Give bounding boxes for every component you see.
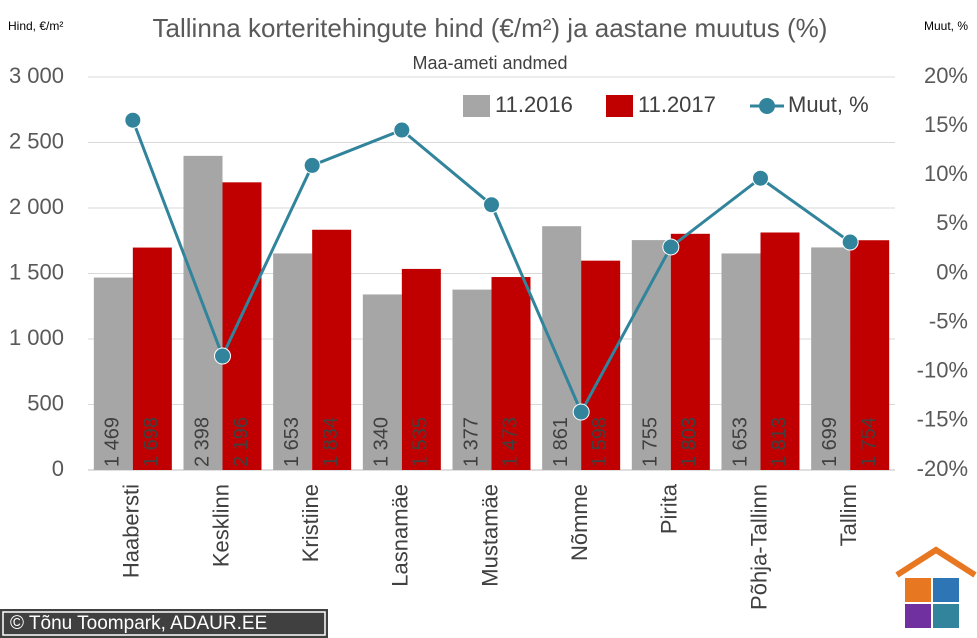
bar <box>581 260 621 470</box>
data-label: 1 698 <box>141 417 163 467</box>
chart-subtitle: Maa-ameti andmed <box>412 53 567 73</box>
data-label: 1 813 <box>768 417 790 467</box>
y-tick-label: 3 000 <box>9 63 64 88</box>
line-marker <box>124 111 142 129</box>
x-tick-label: Pirita <box>657 483 682 534</box>
logo-piece <box>933 604 959 628</box>
data-label: 1 834 <box>320 417 342 467</box>
legend-label: 11.2016 <box>495 92 573 117</box>
y2-tick-label: 0% <box>936 259 968 284</box>
line-marker <box>483 196 500 214</box>
bar <box>850 240 890 470</box>
credit: © Tõnu Toompark, ADAUR.EE <box>0 609 328 638</box>
bar <box>811 247 851 470</box>
credit-border <box>2 611 326 636</box>
y-tick-label: 1 000 <box>9 325 64 350</box>
bar <box>183 155 223 470</box>
bar <box>312 229 352 470</box>
y2-tick-label: 10% <box>924 161 968 186</box>
x-tick-label: Nõmme <box>567 484 592 561</box>
logo-roof <box>895 546 977 578</box>
data-label: 1 598 <box>589 417 611 467</box>
y2-tick-label: 20% <box>924 63 968 88</box>
data-label: 1 535 <box>410 417 432 467</box>
y2-axis-label: Muut, % <box>924 19 968 33</box>
data-label: 1 803 <box>679 417 701 467</box>
y-tick-label: 500 <box>27 390 64 415</box>
credit-text: © Tõnu Toompark, ADAUR.EE <box>10 613 267 634</box>
x-tick-label: Lasnamäe <box>388 484 413 587</box>
y2-tick-label: 5% <box>936 210 968 235</box>
logo <box>895 546 977 628</box>
line-marker <box>214 347 231 365</box>
y-axis-label: Hind, €/m² <box>8 19 63 33</box>
x-tick-label: Haabersti <box>119 484 144 578</box>
y2-tick-label: -20% <box>917 456 968 481</box>
data-label: 1 755 <box>640 417 662 467</box>
line-marker <box>572 403 590 421</box>
logo-piece <box>933 578 959 602</box>
legend-swatch <box>606 95 633 117</box>
legend-label: Muut, % <box>788 92 869 117</box>
line-marker <box>662 238 680 256</box>
line-marker <box>841 233 859 251</box>
bar <box>631 240 671 470</box>
legend-swatch <box>759 98 775 114</box>
bar <box>222 182 262 470</box>
logo-piece <box>905 578 931 602</box>
y-tick-label: 2 500 <box>9 128 64 153</box>
credit-box <box>0 609 328 638</box>
bar <box>362 294 402 470</box>
bar <box>93 277 133 470</box>
bar <box>273 253 313 470</box>
bar <box>491 277 531 470</box>
chart-title: Tallinna korteritehingute hind (€/m²) ja… <box>153 13 828 43</box>
logo-piece <box>905 604 931 628</box>
data-label: 1 699 <box>819 417 841 467</box>
y2-tick-label: -10% <box>917 358 968 383</box>
line-marker <box>393 121 411 139</box>
line-marker <box>752 169 769 187</box>
legend-label: 11.2017 <box>638 92 716 117</box>
bar <box>401 268 441 470</box>
bar <box>452 289 492 470</box>
bar <box>542 226 582 470</box>
bar <box>670 233 710 470</box>
line-marker <box>303 156 321 174</box>
x-tick-label: Kristiine <box>298 484 323 562</box>
data-label: 2 196 <box>230 417 252 467</box>
data-label: 1 653 <box>729 417 751 467</box>
data-label: 1 861 <box>550 417 572 467</box>
y2-tick-label: -5% <box>929 308 968 333</box>
bar <box>132 247 172 470</box>
y-tick-label: 2 000 <box>9 194 64 219</box>
y-tick-label: 0 <box>52 456 64 481</box>
data-label: 1 754 <box>858 417 880 467</box>
y2-tick-label: -15% <box>917 407 968 432</box>
x-tick-label: Põhja-Tallinn <box>746 484 771 610</box>
legend-swatch <box>463 95 490 117</box>
y-tick-label: 1 500 <box>9 259 64 284</box>
data-label: 1 469 <box>102 417 124 467</box>
x-tick-label: Tallinn <box>836 484 861 546</box>
x-tick-label: Mustamäe <box>477 484 502 587</box>
data-label: 1 340 <box>371 417 393 467</box>
data-label: 1 473 <box>499 417 521 467</box>
data-label: 1 377 <box>460 417 482 467</box>
bar <box>760 232 800 470</box>
x-tick-label: Kesklinn <box>208 484 233 567</box>
bar <box>721 253 761 470</box>
y2-tick-label: 15% <box>924 112 968 137</box>
data-label: 2 398 <box>191 417 213 467</box>
data-label: 1 653 <box>281 417 303 467</box>
